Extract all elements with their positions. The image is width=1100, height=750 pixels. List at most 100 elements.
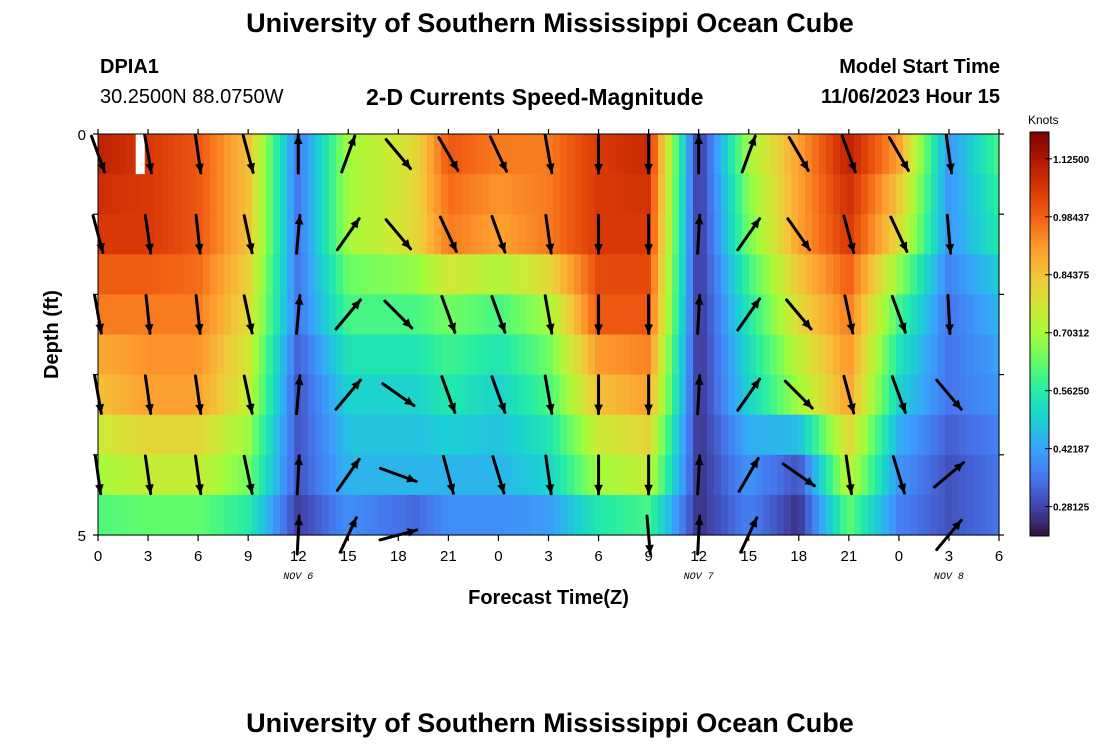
- heat-cell: [322, 334, 330, 376]
- heat-cell: [973, 254, 981, 295]
- heat-cell: [882, 134, 890, 175]
- heat-cell: [462, 334, 470, 376]
- heat-cell: [742, 334, 750, 376]
- heat-cell: [266, 134, 274, 175]
- heat-cell: [525, 254, 533, 295]
- colorbar-segment: [1030, 243, 1049, 247]
- heat-cell: [966, 454, 974, 496]
- colorbar-segment: [1030, 148, 1049, 153]
- heat-cell: [714, 414, 722, 456]
- x-axis-label: Forecast Time(Z): [468, 587, 629, 609]
- heat-cell: [448, 254, 456, 295]
- heat-cell: [763, 454, 771, 496]
- heat-cell: [161, 454, 169, 496]
- heat-cell: [889, 414, 897, 456]
- heat-cell: [980, 294, 988, 336]
- heat-cell: [595, 414, 603, 456]
- heat-cell: [952, 454, 960, 496]
- heat-cell: [539, 294, 547, 336]
- current-vector: [694, 454, 704, 496]
- colorbar-segment: [1030, 350, 1049, 355]
- heat-cell: [959, 454, 967, 496]
- heat-cell: [266, 454, 274, 496]
- x-tick-label: 15: [340, 548, 357, 565]
- current-vector: [644, 293, 653, 335]
- heat-cell: [567, 254, 575, 295]
- colorbar-segment: [1030, 482, 1049, 486]
- heat-cell: [105, 374, 113, 416]
- heat-cell: [525, 174, 533, 215]
- heat-cell: [938, 134, 946, 175]
- current-vector: [440, 375, 457, 415]
- heat-cell: [882, 454, 890, 496]
- heat-cell: [168, 414, 176, 456]
- heat-cell: [910, 494, 918, 536]
- heat-cell: [399, 374, 407, 416]
- heat-cell: [910, 294, 918, 336]
- colorbar-segment: [1030, 263, 1049, 268]
- heat-cell: [504, 414, 512, 456]
- heat-cell: [917, 134, 925, 175]
- heat-cell: [175, 134, 183, 175]
- heat-cell: [119, 374, 127, 416]
- heat-cell: [609, 214, 617, 255]
- heat-cell: [574, 374, 582, 416]
- heat-cell: [665, 294, 673, 336]
- heat-cell: [147, 294, 155, 336]
- heat-cell: [140, 454, 148, 496]
- colorbar-tick-label: 0.84375: [1053, 271, 1090, 282]
- colorbar-segment: [1030, 377, 1049, 382]
- colorbar-segment: [1030, 475, 1049, 480]
- heat-cell: [602, 374, 610, 416]
- heat-cell: [560, 334, 568, 376]
- colorbar-segment: [1030, 438, 1049, 443]
- heat-cell: [413, 294, 421, 336]
- colorbar-segment: [1030, 360, 1049, 365]
- heat-cell: [371, 134, 379, 175]
- heat-cell: [616, 334, 624, 376]
- heat-cell: [476, 134, 484, 175]
- heat-cell: [532, 294, 540, 336]
- heat-cell: [329, 334, 337, 376]
- colorbar-segment: [1030, 162, 1049, 167]
- heat-cell: [623, 494, 631, 536]
- heat-cell: [105, 174, 113, 215]
- heat-cell: [553, 334, 561, 376]
- heat-cell: [595, 334, 603, 376]
- heat-cell: [658, 174, 666, 215]
- heat-cell: [763, 374, 771, 416]
- heat-cell: [112, 134, 120, 175]
- heat-cell: [322, 254, 330, 295]
- heat-cell: [560, 134, 568, 175]
- heat-cell: [896, 334, 904, 376]
- heat-cell: [385, 174, 393, 215]
- heat-cell: [448, 294, 456, 336]
- heat-cell: [112, 454, 120, 496]
- heat-cell: [231, 454, 239, 496]
- heat-cell: [154, 414, 162, 456]
- heat-cell: [651, 294, 659, 336]
- heat-cell: [518, 454, 526, 496]
- heat-cell: [567, 454, 575, 496]
- heat-cell: [917, 494, 925, 536]
- heat-cell: [434, 254, 442, 295]
- heat-cell: [518, 294, 526, 336]
- heat-cell: [364, 334, 372, 376]
- current-vector: [383, 299, 414, 330]
- heat-cell: [553, 454, 561, 496]
- heat-cell: [952, 334, 960, 376]
- heat-cell: [280, 294, 288, 336]
- axes: 0 3 6 9 12 15 18 21 0 3 6 9 12 15 18 21 0 3 6 NOV 6 NOV 7 NOV…: [41, 127, 1004, 609]
- heat-cell: [980, 334, 988, 376]
- heat-cell: [119, 294, 127, 336]
- heat-cell: [392, 254, 400, 295]
- heat-cell: [203, 414, 211, 456]
- heat-cell: [203, 214, 211, 255]
- heat-cell: [497, 494, 505, 536]
- heat-cell: [714, 494, 722, 536]
- heat-cell: [686, 494, 694, 536]
- heat-cell: [721, 254, 729, 295]
- heat-cell: [903, 494, 911, 536]
- heat-cell: [336, 454, 344, 496]
- heat-cell: [819, 454, 827, 496]
